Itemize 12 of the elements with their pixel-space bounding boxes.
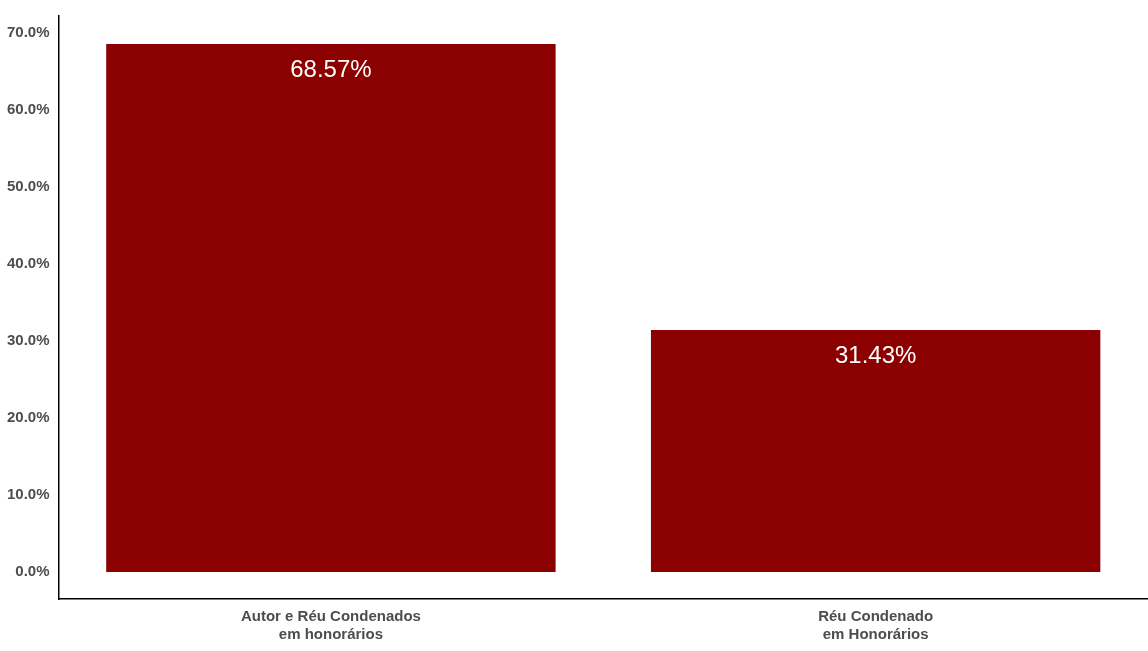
y-tick-label: 70.0% (6, 23, 50, 41)
y-tick-label: 40.0% (6, 254, 50, 272)
x-tick-label: Autor e Réu Condenados em honorários (240, 607, 421, 643)
y-tick-label: 0.0% (15, 562, 50, 580)
y-tick-label: 50.0% (6, 177, 50, 195)
y-tick-label: 20.0% (6, 408, 50, 426)
x-tick-label: Réu Condenado em Honorários (818, 607, 934, 643)
data-label: 68.57% (290, 54, 372, 82)
data-label: 31.43% (834, 340, 917, 368)
y-tick-label: 10.0% (6, 485, 50, 503)
y-tick-label: 30.0% (6, 331, 50, 349)
y-tick-label: 60.0% (6, 100, 50, 118)
